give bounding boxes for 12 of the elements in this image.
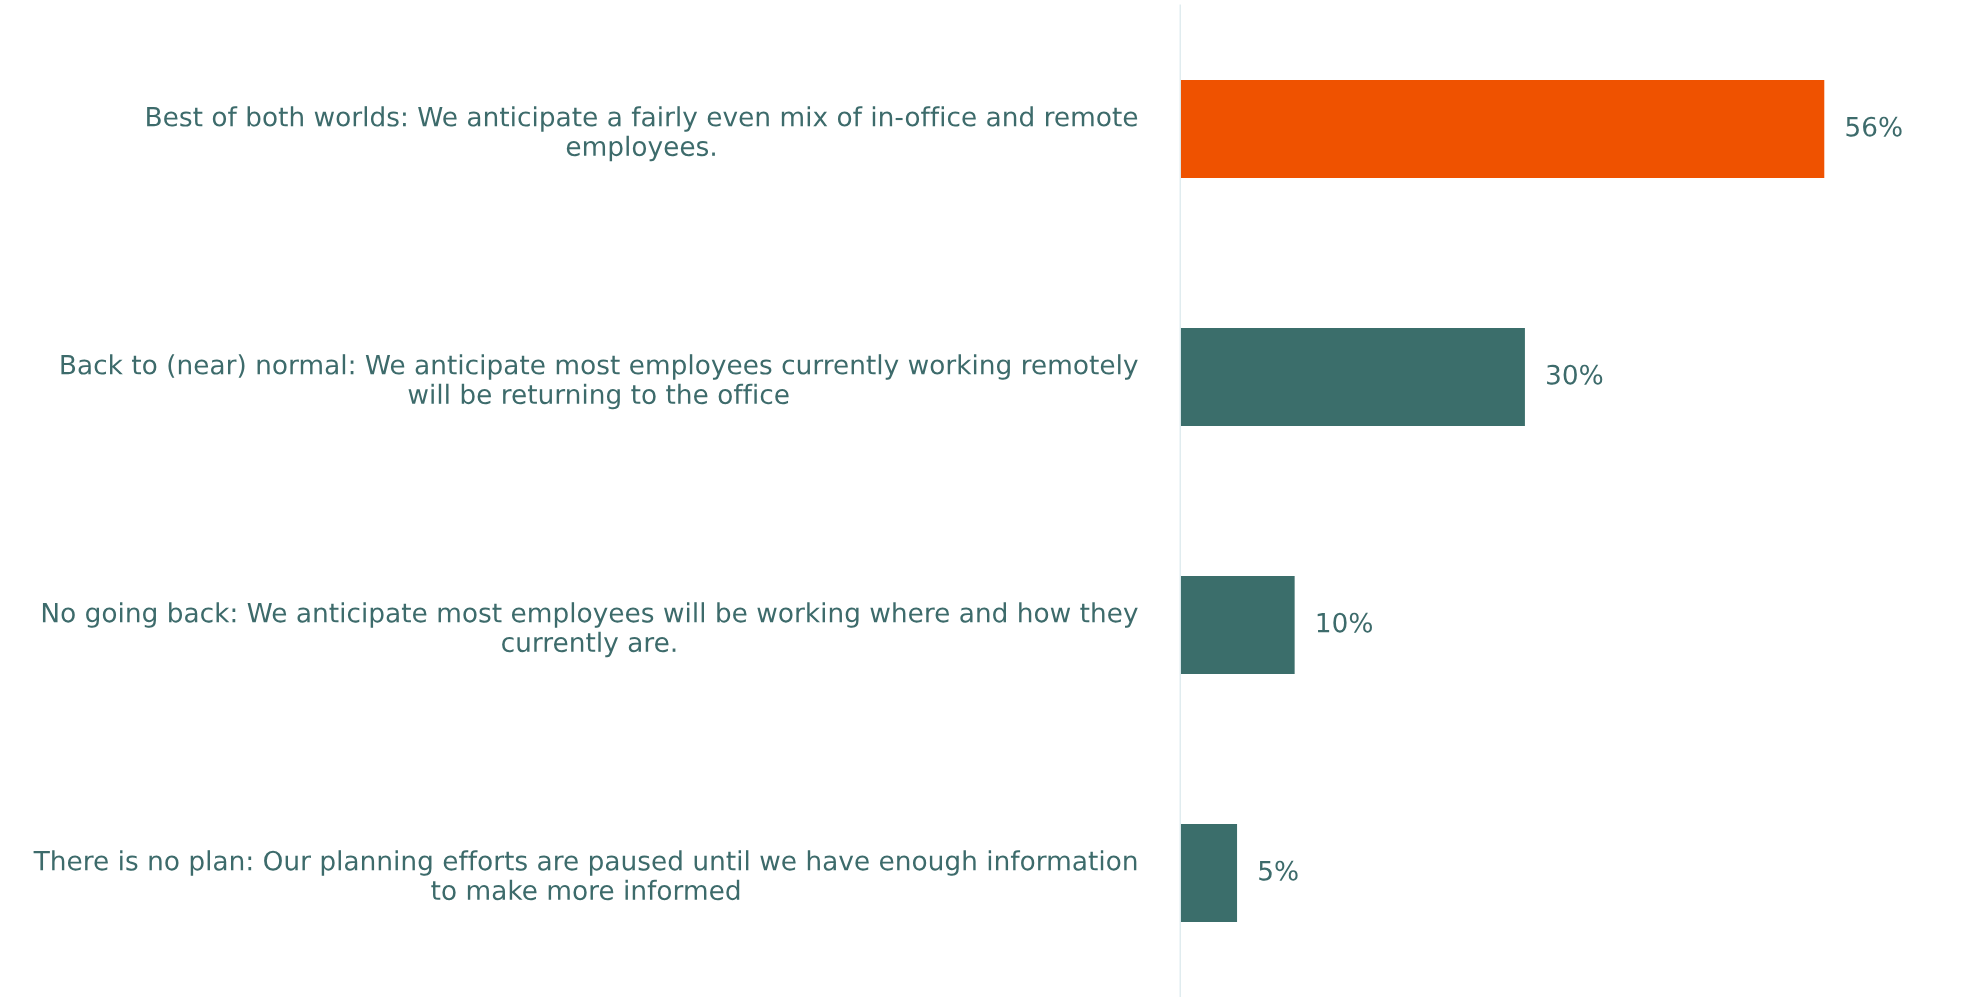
y-tick-label: Best of both worlds: We anticipate a fairly even mix of in-office and remote employees. (147, 106, 1138, 162)
y-tick-label: No going back: We anticipate most employees will be working where and how they currently are. (42, 602, 1138, 658)
y-tick-label: There is no plan: Our planning efforts are paused until we have enough information to make more informed (33, 850, 1137, 901)
bar (1180, 822, 1239, 924)
data-label: 5% (1259, 860, 1298, 881)
bar (1180, 574, 1297, 676)
bar (1180, 326, 1527, 428)
y-tick-label: Back to (near) normal: We anticipate most employees currently working remotely will be returning to the office (61, 354, 1138, 410)
data-label: 10% (1317, 612, 1372, 633)
data-label: 30% (1547, 364, 1603, 385)
bar (1180, 78, 1826, 180)
data-label: 56% (1846, 116, 1902, 137)
